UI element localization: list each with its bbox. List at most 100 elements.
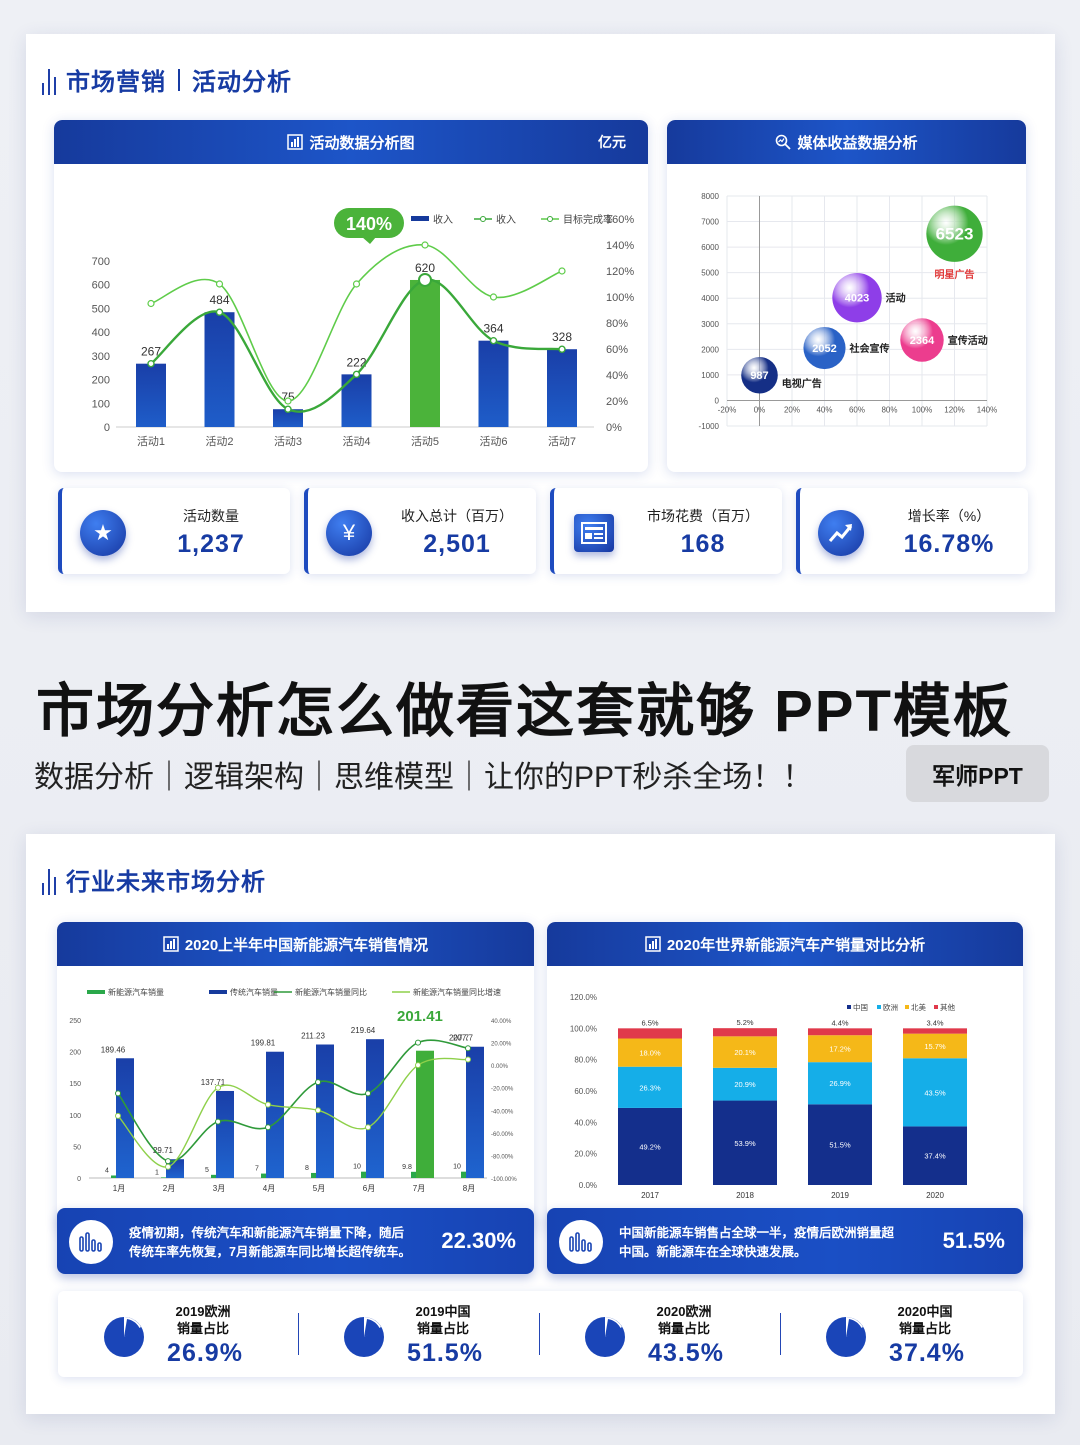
activity-chart: 收入 收入 目标完成率 0 100 200 300 400 500 600 700 0% 20% 40% 6… xyxy=(54,164,648,472)
line-point xyxy=(416,1040,421,1045)
insight-value: 51.5% xyxy=(943,1228,1005,1254)
bar xyxy=(205,312,235,427)
world-stacked-chart: 中国 欧洲 北美 其他0.0%20.0%40.0%60.0%80.0%100.0%12… xyxy=(547,966,1023,1206)
media-chart-title: 媒体收益数据分析 xyxy=(797,132,917,153)
bar-traditional-label: 199.81 xyxy=(251,1039,276,1048)
x-tick-label: -20% xyxy=(718,405,737,414)
title-right: 活动分析 xyxy=(192,62,292,97)
y2-tick-label: -20.00% xyxy=(491,1087,514,1093)
y-tick-label: 120.0% xyxy=(570,993,597,1002)
y2-tick-label: 140% xyxy=(606,240,634,252)
bar-chart-icon xyxy=(645,936,661,952)
y2-tick-label: 0% xyxy=(606,422,622,434)
list-card-icon xyxy=(574,514,614,552)
bar-traditional xyxy=(366,1039,384,1178)
x-tick-label: 6月 xyxy=(363,1184,375,1193)
title-left: 市场营销 xyxy=(66,62,166,97)
x-tick-label: 140% xyxy=(977,405,997,414)
legend-label: 新能源汽车销量同比增速 xyxy=(413,987,501,997)
x-tick-label: 60% xyxy=(849,405,865,414)
legend-label: 新能源汽车销量同比 xyxy=(295,987,367,997)
x-tick-label: 2018 xyxy=(736,1191,754,1200)
y-tick-label: 0.0% xyxy=(579,1181,597,1190)
y-tick-label: 7000 xyxy=(701,218,719,227)
activity-chart-header: 活动数据分析图 亿元 xyxy=(54,120,648,164)
activity-chart-title: 活动数据分析图 xyxy=(309,132,414,153)
bubble-label: 电视广告 xyxy=(782,377,822,390)
magnify-chart-icon xyxy=(775,134,791,150)
x-tick-label: 7月 xyxy=(413,1184,425,1193)
share-summary-bar: 2019欧洲 销量占比 26.9% 2019中国 销量占比 51.5% 2020欧洲… xyxy=(58,1291,1023,1377)
x-tick-label: 20% xyxy=(784,405,800,414)
bar-value-label: 484 xyxy=(209,293,229,307)
pie-chart-icon xyxy=(102,1315,146,1359)
bar-traditional-label: 207.7 xyxy=(449,1034,470,1043)
kpi-value: 2,501 xyxy=(388,530,526,559)
bar-value-label: 364 xyxy=(483,322,503,336)
insight-banner-left: 疫情初期，传统汽车和新能源汽车销量下降，随后 传统车率先恢复，7月新能源车同比增… xyxy=(57,1208,534,1274)
bar-traditional-label: 29.71 xyxy=(153,1146,174,1155)
legend-label: 其他 xyxy=(940,1002,955,1012)
segment-label: 43.5% xyxy=(924,1088,946,1097)
y-tick-label: 4000 xyxy=(701,294,719,303)
share-item: 2020欧洲 销量占比 43.5% xyxy=(539,1291,779,1377)
money-bag-icon: ¥ xyxy=(326,510,372,556)
x-tick-label: 1月 xyxy=(113,1184,125,1193)
share-label-line: 2020中国 xyxy=(880,1303,970,1320)
y2-tick-label: 120% xyxy=(606,266,634,278)
y2-tick-label: 80% xyxy=(606,318,628,330)
bar-value-label: 620 xyxy=(415,261,435,275)
line-point xyxy=(366,1091,371,1096)
share-item: 2020中国 销量占比 37.4% xyxy=(780,1291,1020,1377)
legend-label: 新能源汽车销量 xyxy=(108,987,164,997)
bubble-value-label: 6523 xyxy=(936,225,974,244)
callout-label: 140% xyxy=(346,214,392,234)
callout-tail xyxy=(362,237,376,244)
share-label-line: 销量占比 xyxy=(158,1320,248,1337)
bubble-value-label: 987 xyxy=(750,370,768,382)
y-tick-label: 20.0% xyxy=(574,1150,597,1159)
y-tick-label: -1000 xyxy=(699,422,720,431)
legend-label: 收入 xyxy=(433,213,453,226)
line-point xyxy=(466,1046,471,1051)
y-tick-label: 40.0% xyxy=(574,1118,597,1127)
line-point xyxy=(148,301,154,307)
line-point xyxy=(422,242,428,248)
share-label-line: 销量占比 xyxy=(880,1320,970,1337)
media-chart-card: 媒体收益数据分析 -1000 0 1000 2000 3000 4000 5000 6000 7… xyxy=(667,120,1026,472)
kpi-growth-rate: 增长率（%） 16.78% xyxy=(796,488,1028,574)
bar xyxy=(136,364,166,427)
kpi-value: 16.78% xyxy=(880,530,1018,559)
slide-title: 市场营销 活动分析 xyxy=(40,62,292,97)
segment-label: 20.1% xyxy=(734,1048,756,1057)
y-tick-label: 600 xyxy=(92,280,110,292)
activity-chart-unit: 亿元 xyxy=(598,132,626,152)
kpi-value: 1,237 xyxy=(142,530,280,559)
slide2-title: 行业未来市场分析 xyxy=(66,862,266,897)
segment-label: 6.5% xyxy=(641,1018,658,1027)
y2-tick-label: 100% xyxy=(606,292,634,304)
y-tick-label: 0 xyxy=(715,396,720,405)
line-point xyxy=(354,371,360,377)
bar-ev-label: 10 xyxy=(353,1164,361,1171)
main-headline: 市场分析怎么做看这套就够 PPT模板 xyxy=(36,664,1013,748)
insight-text: 中国新能源车销售占全球一半，疫情后欧洲销量超 中国。新能源车在全球快速发展。 xyxy=(619,1224,894,1262)
x-tick-label: 活动2 xyxy=(205,435,233,448)
media-bubble-chart: -1000010002000300040005000600070008000-2… xyxy=(667,164,1026,472)
share-label-line: 2019中国 xyxy=(398,1303,488,1320)
share-value: 37.4% xyxy=(872,1339,982,1368)
x-tick-label: 2019 xyxy=(831,1191,849,1200)
line-point xyxy=(217,281,223,287)
y-tick-label: 200 xyxy=(92,375,110,387)
segment-label: 3.4% xyxy=(926,1018,943,1027)
segment-label: 20.9% xyxy=(734,1080,756,1089)
legend-label: 传统汽车销量 xyxy=(230,987,278,997)
y-tick-label: 2000 xyxy=(701,345,719,354)
bubble-label: 明星广告 xyxy=(935,268,975,281)
title-separator xyxy=(178,69,180,91)
china-sales-header: 2020上半年中国新能源汽车销售情况 xyxy=(57,922,534,966)
y-tick-label: 100 xyxy=(92,398,110,410)
legend-swatch xyxy=(877,1005,881,1009)
kpi-revenue-total: ¥ 收入总计（百万） 2,501 xyxy=(304,488,536,574)
line-point xyxy=(216,1085,221,1090)
